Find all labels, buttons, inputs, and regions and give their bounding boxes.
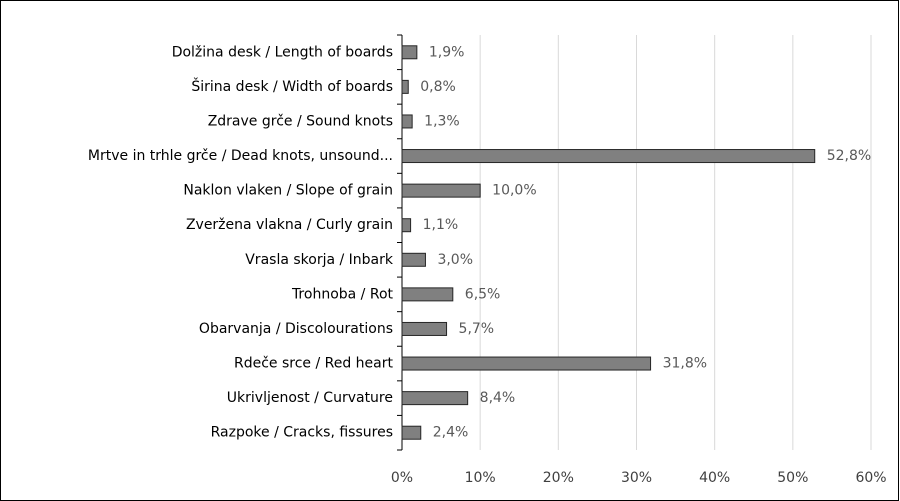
y-tick-label: Trohnoba / Rot [291, 286, 394, 302]
value-label: 10,0% [492, 183, 536, 199]
bar [401, 45, 418, 60]
bar [401, 287, 454, 302]
bar [401, 252, 426, 267]
x-tick-label: 60% [855, 470, 886, 486]
x-tick-label: 40% [699, 470, 730, 486]
x-tick-label: 30% [621, 470, 652, 486]
y-tick-label: Obarvanja / Discolourations [199, 321, 393, 337]
y-tick-label: Mrtve in trhle grče / Dead knots, unsoun… [88, 148, 393, 164]
x-tick-label: 20% [543, 470, 574, 486]
value-label: 1,3% [424, 113, 460, 129]
y-tick-label: Dolžina desk / Length of boards [172, 44, 393, 60]
y-tick-label: Vrasla skorja / Inbark [245, 252, 394, 268]
x-tick-label: 50% [777, 470, 808, 486]
value-label: 3,0% [437, 252, 473, 268]
bar [401, 425, 422, 440]
x-tick-label: 10% [465, 470, 496, 486]
value-label: 1,1% [423, 217, 459, 233]
bar [401, 391, 469, 406]
value-label: 2,4% [433, 425, 469, 441]
bar [401, 149, 816, 164]
value-label: 0,8% [420, 79, 456, 95]
value-label: 52,8% [827, 148, 871, 164]
value-label: 31,8% [663, 356, 707, 372]
bar [401, 218, 412, 233]
bar [401, 321, 448, 336]
value-label: 1,9% [429, 44, 465, 60]
bar [401, 79, 409, 94]
y-tick-label: Širina desk / Width of boards [191, 77, 393, 95]
x-tick-label: 0% [391, 470, 413, 486]
value-label: 8,4% [480, 390, 516, 406]
y-tick-label: Rdeče srce / Red heart [234, 356, 394, 372]
bar [401, 114, 413, 129]
y-tick-label: Naklon vlaken / Slope of grain [183, 183, 393, 199]
bar [401, 183, 481, 198]
bar [401, 356, 652, 371]
y-tick-label: Zveržena vlakna / Curly grain [186, 217, 393, 233]
value-label: 6,5% [465, 286, 501, 302]
y-tick-label: Zdrave grče / Sound knots [208, 113, 393, 129]
y-tick-label: Razpoke / Cracks, fissures [211, 425, 393, 441]
value-label: 5,7% [459, 321, 495, 337]
y-tick-label: Ukrivljenost / Curvature [227, 390, 393, 406]
